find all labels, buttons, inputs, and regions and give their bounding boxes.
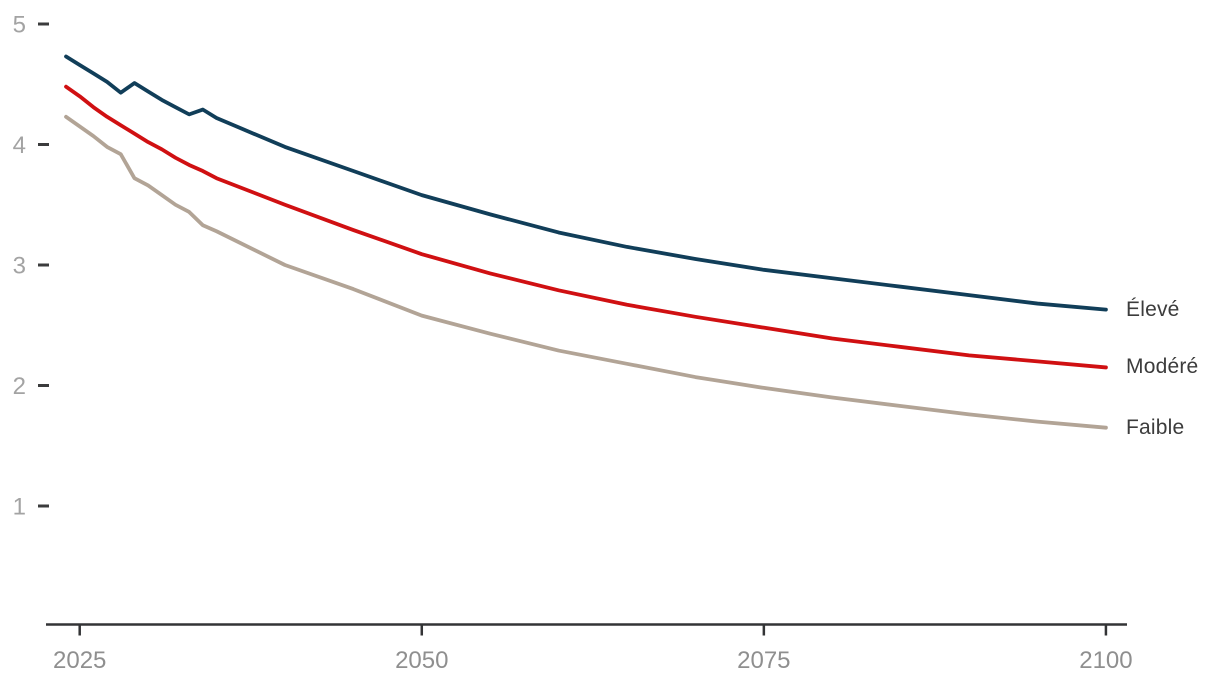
- x-tick-label: 2075: [737, 647, 790, 674]
- x-tick-label: 2025: [53, 647, 106, 674]
- x-tick-label: 2100: [1079, 647, 1132, 674]
- series-label-faible: Faible: [1126, 415, 1185, 439]
- series-label-eleve: Élevé: [1126, 297, 1180, 321]
- y-tick-label: 3: [13, 253, 26, 280]
- y-tick-label: 5: [13, 12, 26, 39]
- series-line-modere: [64, 84, 1108, 370]
- series-line-eleve: [64, 54, 1108, 312]
- y-tick-label: 1: [13, 494, 26, 521]
- x-tick-label: 2050: [395, 647, 448, 674]
- series-label-modere: Modéré: [1126, 355, 1199, 379]
- y-tick-label: 4: [13, 132, 26, 159]
- series-line-faible: [64, 114, 1108, 430]
- y-tick-label: 2: [13, 373, 26, 400]
